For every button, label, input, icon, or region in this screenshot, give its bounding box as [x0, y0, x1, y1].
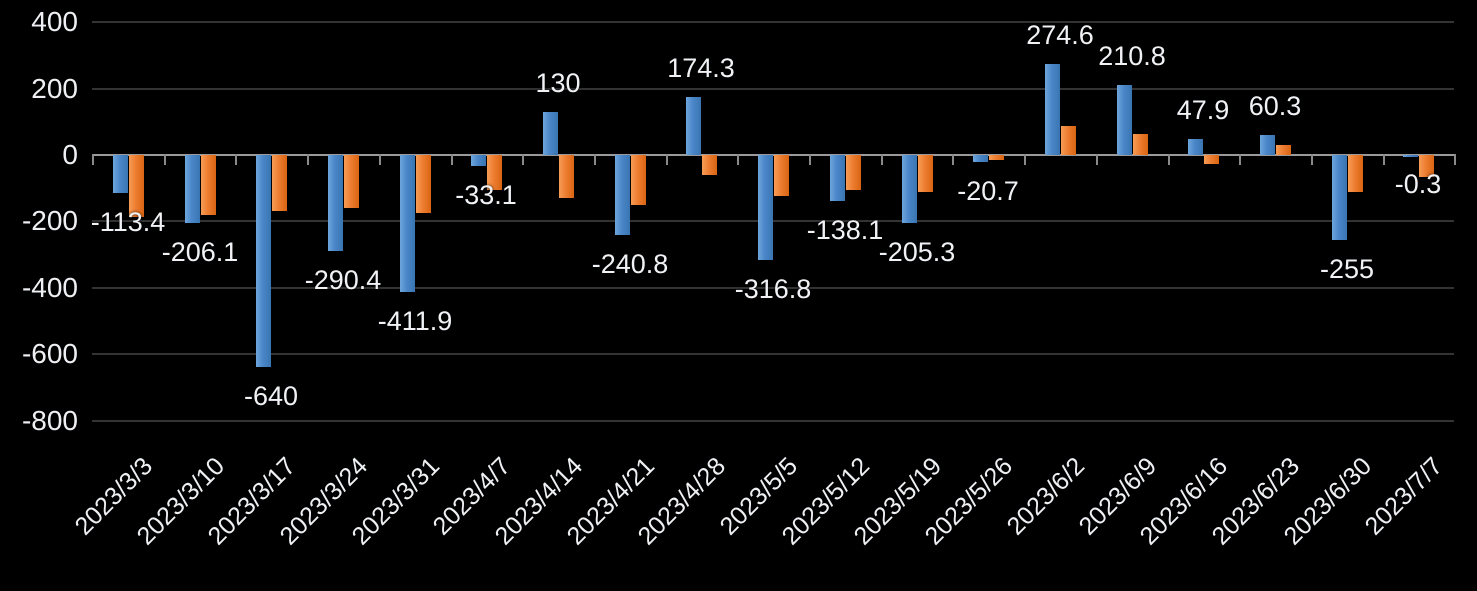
bar-blue[interactable]	[1117, 85, 1132, 155]
data-label: -33.1	[455, 180, 517, 210]
data-label: -290.4	[304, 265, 382, 295]
data-label: 60.3	[1248, 91, 1302, 121]
bar-orange[interactable]	[774, 155, 789, 196]
bar-blue[interactable]	[686, 97, 701, 155]
axis-tick-mark	[1383, 154, 1385, 165]
bar-blue[interactable]	[758, 155, 773, 260]
bar-orange[interactable]	[1419, 155, 1434, 177]
data-label: -316.8	[734, 274, 812, 304]
y-tick-label: 200	[31, 73, 78, 104]
bar-orange[interactable]	[1348, 155, 1363, 192]
axis-tick-mark	[809, 154, 811, 165]
data-label: -640	[243, 381, 299, 411]
y-tick-label: -400	[21, 272, 78, 303]
bar-orange[interactable]	[344, 155, 359, 208]
bar-orange[interactable]	[201, 155, 216, 215]
axis-tick-mark	[379, 154, 381, 165]
axis-tick-mark	[952, 154, 954, 165]
bar-blue[interactable]	[902, 155, 917, 223]
gridline	[92, 353, 1454, 355]
data-label: -240.8	[591, 249, 669, 279]
data-label: -20.7	[957, 176, 1019, 206]
data-label: 274.6	[1026, 20, 1094, 50]
bar-orange[interactable]	[989, 155, 1004, 160]
y-tick-label: -200	[21, 205, 78, 236]
x-axis-line	[92, 154, 1454, 156]
data-label: -113.4	[90, 207, 166, 237]
axis-tick-mark	[881, 154, 883, 165]
bar-orange[interactable]	[1061, 126, 1076, 155]
axis-tick-mark	[92, 154, 94, 165]
y-tick-label: 400	[31, 6, 78, 37]
axis-tick-mark	[1454, 154, 1456, 165]
bar-orange[interactable]	[487, 155, 502, 190]
data-label: -206.1	[161, 237, 239, 267]
bar-orange[interactable]	[702, 155, 717, 175]
bar-blue[interactable]	[400, 155, 415, 292]
axis-tick-mark	[307, 154, 309, 165]
data-label: -0.3	[1394, 169, 1442, 199]
gridline	[92, 420, 1454, 422]
bar-orange[interactable]	[416, 155, 431, 213]
bar-orange[interactable]	[631, 155, 646, 205]
bar-blue[interactable]	[1403, 155, 1418, 157]
data-label: 47.9	[1176, 95, 1230, 125]
bar-blue[interactable]	[1332, 155, 1347, 240]
bar-blue[interactable]	[1045, 64, 1060, 155]
gridline	[92, 220, 1454, 222]
y-tick-label: -600	[21, 338, 78, 369]
y-tick-label: -800	[21, 405, 78, 436]
bar-blue[interactable]	[328, 155, 343, 251]
axis-tick-mark	[737, 154, 739, 165]
axis-tick-mark	[1168, 154, 1170, 165]
bar-orange[interactable]	[1204, 155, 1219, 164]
bar-orange[interactable]	[129, 155, 144, 217]
data-label: -138.1	[806, 215, 884, 245]
axis-tick-mark	[235, 154, 237, 165]
bar-blue[interactable]	[113, 155, 128, 193]
bar-orange[interactable]	[1133, 134, 1148, 155]
axis-tick-mark	[1311, 154, 1313, 165]
date-label: 2023/7/7	[1359, 452, 1448, 541]
data-label: -255	[1319, 254, 1375, 284]
axis-tick-mark	[594, 154, 596, 165]
data-label: 174.3	[667, 53, 735, 83]
bar-blue[interactable]	[256, 155, 271, 367]
date-label: 2023/6/2	[1001, 452, 1090, 541]
bar-blue[interactable]	[1188, 139, 1203, 155]
bar-orange[interactable]	[559, 155, 574, 198]
bar-blue[interactable]	[471, 155, 486, 166]
bar-blue[interactable]	[615, 155, 630, 235]
bar-orange[interactable]	[846, 155, 861, 190]
y-tick-label: 0	[62, 139, 78, 170]
axis-tick-mark	[451, 154, 453, 165]
bar-orange[interactable]	[918, 155, 933, 192]
bar-blue[interactable]	[973, 155, 988, 162]
axis-tick-mark	[522, 154, 524, 165]
gridline	[92, 21, 1454, 23]
data-label: 130	[535, 68, 581, 98]
bar-blue[interactable]	[830, 155, 845, 201]
axis-tick-mark	[1239, 154, 1241, 165]
axis-tick-mark	[1096, 154, 1098, 165]
axis-tick-mark	[666, 154, 668, 165]
bar-blue[interactable]	[1260, 135, 1275, 155]
axis-tick-mark	[164, 154, 166, 165]
bar-blue[interactable]	[185, 155, 200, 223]
axis-tick-mark	[1024, 154, 1026, 165]
gridline	[92, 88, 1454, 90]
bar-blue[interactable]	[543, 112, 558, 155]
bar-orange[interactable]	[272, 155, 287, 211]
data-label: -411.9	[377, 306, 453, 336]
data-label: -205.3	[878, 237, 956, 267]
data-label: 210.8	[1098, 41, 1166, 71]
bar-orange[interactable]	[1276, 145, 1291, 155]
gridline	[92, 287, 1454, 289]
